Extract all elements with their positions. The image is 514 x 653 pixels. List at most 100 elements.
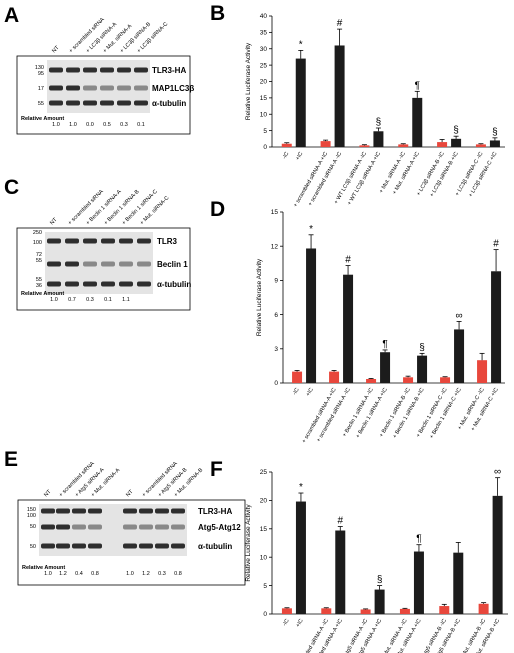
blot-band — [65, 281, 79, 287]
y-tick-label: 25 — [260, 469, 268, 476]
bar — [403, 377, 414, 383]
marker-label: 72 — [36, 252, 42, 258]
band-label: MAP1LC3β — [152, 84, 194, 93]
x-tick-label: +IC — [295, 151, 305, 162]
y-tick-label: 5 — [263, 583, 267, 590]
y-tick-label: 0 — [263, 611, 267, 618]
marker-label: 36 — [36, 283, 42, 289]
lane-label: + Mut. siRNA-B — [173, 467, 204, 498]
bar — [417, 355, 428, 383]
bar — [281, 143, 292, 147]
annotation: § — [453, 125, 459, 136]
y-tick-label: 15 — [260, 526, 268, 533]
bar — [451, 138, 462, 147]
x-tick-label: + Mut. siRNA-C +IC — [470, 387, 500, 432]
y-tick-label: 40 — [260, 13, 268, 20]
relative-value: 1.0 — [52, 122, 60, 128]
marker-label: 17 — [38, 86, 44, 92]
bar — [366, 379, 377, 383]
panel-letter: E — [4, 448, 18, 471]
blot-band — [49, 85, 63, 91]
bar — [475, 144, 486, 147]
panel-letter: A — [4, 4, 19, 27]
bar — [334, 45, 345, 147]
band-label: Atg5-Atg12 — [198, 523, 241, 532]
blot-band — [139, 508, 153, 514]
blot-band — [117, 100, 131, 106]
bar — [478, 603, 489, 614]
annotation: § — [419, 342, 425, 353]
relative-label: Relative Amount — [21, 116, 64, 122]
blot-band — [66, 67, 80, 73]
annotation: ∞ — [455, 310, 462, 321]
bar — [491, 271, 502, 383]
blot-band — [171, 508, 185, 514]
relative-value: 0.3 — [158, 571, 166, 577]
bar — [412, 97, 423, 147]
y-tick-label: 20 — [260, 79, 268, 86]
bar — [374, 589, 385, 614]
lane-label: NT — [49, 217, 59, 227]
y-tick-label: 30 — [260, 46, 268, 53]
blot-band — [171, 524, 185, 530]
y-tick-label: 0 — [263, 144, 267, 151]
y-tick-label: 3 — [274, 346, 278, 353]
blot-band — [137, 238, 151, 244]
y-tick-label: 10 — [260, 554, 268, 561]
bar — [321, 608, 332, 614]
blot-band — [155, 508, 169, 514]
bar — [359, 145, 370, 147]
annotation: # — [493, 239, 499, 250]
blot-band — [119, 261, 133, 267]
blot-band — [72, 508, 86, 514]
y-tick-label: 10 — [260, 111, 268, 118]
x-tick-label: -IC — [292, 387, 301, 396]
blot-film — [45, 232, 153, 294]
blot-film — [47, 60, 150, 113]
y-axis-label: Relative Luciferase Activity — [256, 258, 263, 336]
y-axis-label: Relative Luciferase Activity — [245, 504, 252, 582]
bar — [440, 377, 451, 383]
blot-band — [83, 85, 97, 91]
relative-value: 0.7 — [68, 297, 76, 303]
bar — [281, 608, 292, 614]
bar — [306, 248, 317, 383]
marker-label: 100 — [33, 240, 42, 246]
relative-value: 1.0 — [44, 571, 52, 577]
lane-label: + LC3β siRNA-C — [136, 21, 169, 54]
marker-label: 95 — [38, 71, 44, 77]
marker-label: 250 — [33, 230, 42, 236]
blot-band — [119, 281, 133, 287]
bar — [295, 501, 306, 614]
annotation: * — [299, 39, 303, 50]
annotation: * — [309, 224, 313, 235]
bar — [492, 495, 503, 614]
blot-band — [49, 100, 63, 106]
blot-band — [83, 100, 97, 106]
bar — [329, 371, 340, 383]
x-tick-label: -IC — [282, 151, 291, 160]
bar — [360, 609, 371, 614]
relative-value: 1.0 — [50, 297, 58, 303]
blot-band — [139, 524, 153, 530]
annotation: ∞ — [494, 467, 501, 478]
y-tick-label: 25 — [260, 62, 268, 69]
bar — [373, 131, 384, 147]
bar — [380, 352, 391, 383]
blot-band — [41, 508, 55, 514]
blot-band — [83, 261, 97, 267]
y-tick-label: 35 — [260, 30, 268, 37]
panel-letter: F — [210, 458, 223, 481]
y-tick-label: 5 — [263, 128, 267, 135]
blot-band — [101, 281, 115, 287]
bar — [398, 144, 409, 147]
blot-band — [123, 508, 137, 514]
relative-value: 1.2 — [142, 571, 150, 577]
annotation: ¶ — [416, 534, 421, 545]
band-label: Beclin 1 — [157, 260, 188, 269]
bar — [454, 329, 465, 383]
annotation: # — [337, 18, 343, 29]
blot-band — [66, 100, 80, 106]
marker-label: 150 — [27, 507, 36, 513]
blot-band — [88, 524, 102, 530]
